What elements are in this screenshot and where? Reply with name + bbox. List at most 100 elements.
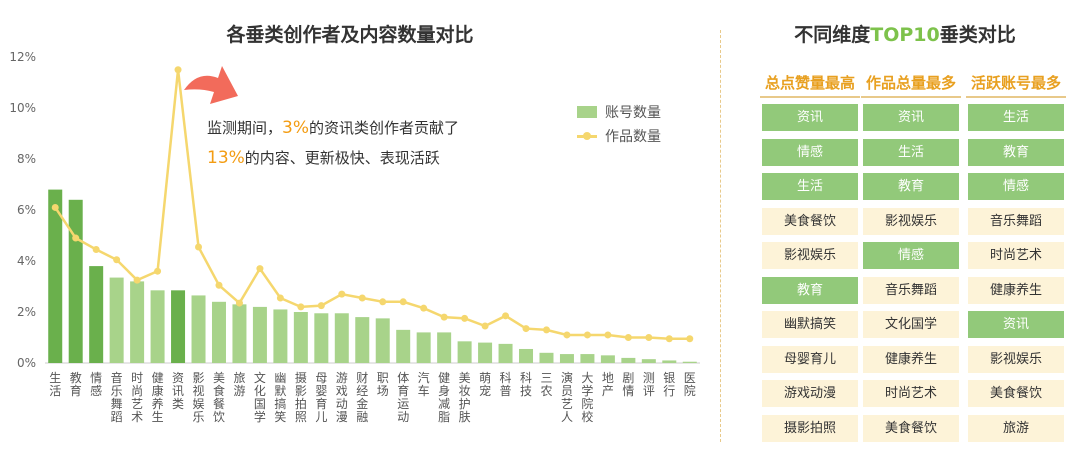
- y-tick-label: 2%: [17, 305, 36, 319]
- annotation-highlight: 3%: [282, 118, 309, 138]
- x-tick-label: 时尚艺术: [131, 371, 143, 424]
- x-tick-label: 汽车: [418, 370, 430, 398]
- right-title-highlight: TOP10: [870, 24, 940, 46]
- ranking-cell: 时尚艺术: [863, 380, 959, 407]
- line-point-三农: [542, 326, 550, 334]
- line-point-美食餐饮: [215, 281, 223, 289]
- line-point-演员艺人: [563, 331, 571, 339]
- bar-健康养生: [150, 290, 165, 363]
- bar-幽默搞笑: [273, 309, 288, 363]
- right-title-text: 垂类对比: [939, 24, 1016, 46]
- annotation-line-1: 监测期间，3%的资讯类创作者贡献了: [207, 117, 459, 138]
- ranking-cell: 教育: [762, 276, 858, 304]
- line-point-测评: [645, 334, 653, 341]
- line-point-情感: [92, 246, 100, 254]
- bar-资讯类: [171, 290, 186, 363]
- line-point-母婴育儿: [317, 302, 325, 310]
- x-tick-label: 演员艺人: [561, 370, 573, 424]
- x-tick-label: 母婴育儿: [315, 371, 327, 424]
- line-point-生活: [51, 203, 59, 211]
- bar-情感: [89, 266, 104, 363]
- chart-legend: 账号数量 作品数量: [577, 100, 661, 148]
- x-tick-label: 健身减脂: [438, 371, 450, 424]
- bar-line-chart: 0% 2% 4% 6% 8% 10% 12% 生活教育情感音乐舞蹈时尚艺术健康养生资讯类影视娱…: [9, 50, 700, 424]
- x-tick-label: 地产: [602, 371, 614, 398]
- x-tick-label: 财经金融: [356, 371, 368, 424]
- line-point-财经金融: [358, 294, 366, 302]
- column-header: 作品总量最多: [865, 74, 956, 92]
- annotation-text: 监测期间，: [207, 119, 283, 137]
- bar-母婴育儿: [314, 313, 329, 363]
- column-header-underline: [760, 96, 860, 98]
- bar-剧情: [621, 357, 636, 363]
- line-point-资讯类: [174, 66, 182, 74]
- x-tick-label: 教育: [70, 370, 82, 398]
- ranking-cell: 生活: [863, 138, 959, 166]
- x-tick-label: 三农: [540, 371, 552, 398]
- bar-演员艺人: [559, 354, 574, 363]
- bar-摄影拍照: [293, 312, 308, 363]
- bar-科普: [498, 343, 513, 363]
- annotation-text: 的内容、更新极快、表现活跃: [244, 149, 440, 167]
- bar-大学院校: [580, 354, 595, 363]
- ranking-cell: 美食餐饮: [762, 207, 858, 235]
- right-title-text: 不同维度: [794, 24, 871, 46]
- ranking-cell: 幽默搞笑: [762, 311, 858, 338]
- ranking-cell: 音乐舞蹈: [968, 207, 1064, 235]
- line-point-银行: [665, 335, 673, 343]
- line-point-剧情: [624, 334, 632, 341]
- line-point-影视娱乐: [195, 243, 203, 251]
- x-tick-label: 摄影拍照: [295, 370, 307, 424]
- ranking-cell: 资讯: [863, 104, 959, 131]
- bar-教育: [68, 199, 83, 363]
- chart-title: 各垂类创作者及内容数量对比: [226, 24, 474, 46]
- x-tick-label: 美食餐饮: [213, 371, 225, 424]
- ranking-cell: 生活: [762, 173, 858, 200]
- line-point-健身减脂: [440, 313, 448, 321]
- legend-label: 账号数量: [605, 105, 661, 121]
- legend-line-swatch: [577, 130, 597, 142]
- ranking-cell: 资讯: [762, 104, 858, 131]
- line-point-幽默搞笑: [276, 294, 284, 302]
- line-point-文化国学: [256, 265, 264, 273]
- annotation-line-2: 13%的内容、更新极快、表现活跃: [207, 147, 440, 168]
- y-tick-label: 0%: [17, 356, 36, 370]
- bar-地产: [600, 355, 615, 363]
- column-header-underline: [966, 96, 1066, 98]
- line-point-职场: [379, 298, 387, 306]
- ranking-cell: 文化国学: [863, 311, 959, 338]
- line-point-美妆护肤: [461, 314, 469, 322]
- x-tick-label: 生活: [49, 371, 61, 398]
- y-tick-label: 10%: [9, 101, 36, 115]
- line-point-教育: [72, 234, 80, 242]
- bar-测评: [641, 359, 656, 363]
- ranking-cell: 美食餐饮: [863, 414, 959, 442]
- x-tick-label: 测评: [643, 371, 655, 398]
- ranking-cell: 情感: [863, 242, 959, 269]
- ranking-cell: 时尚艺术: [968, 242, 1064, 269]
- line-point-健康养生: [154, 267, 162, 275]
- bar-汽车: [416, 332, 431, 363]
- legend-item-accounts: 账号数量: [577, 100, 661, 124]
- bar-音乐舞蹈: [109, 277, 124, 363]
- ranking-cell: 生活: [968, 104, 1064, 131]
- x-tick-label: 银行: [663, 371, 675, 398]
- ranking-cell: 母婴育儿: [762, 345, 858, 373]
- ranking-cell: 教育: [968, 138, 1064, 166]
- ranking-cell: 情感: [968, 173, 1064, 200]
- x-tick-label: 职场: [377, 371, 389, 398]
- y-tick-label: 4%: [17, 254, 36, 268]
- x-tick-label: 大学院校: [581, 371, 593, 424]
- column-header-underline: [861, 96, 961, 98]
- line-point-音乐舞蹈: [113, 256, 121, 264]
- ranking-cell: 美食餐饮: [968, 380, 1064, 407]
- x-tick-label: 科技: [520, 371, 532, 398]
- x-tick-label: 剧情: [622, 371, 634, 398]
- line-point-医院: [686, 335, 694, 343]
- bar-时尚艺术: [130, 281, 145, 363]
- ranking-cell: 旅游: [968, 414, 1064, 442]
- line-point-游戏动漫: [338, 290, 346, 298]
- line-point-地产: [604, 331, 612, 339]
- y-tick-label: 8%: [17, 152, 36, 166]
- ranking-cell: 健康养生: [863, 345, 959, 373]
